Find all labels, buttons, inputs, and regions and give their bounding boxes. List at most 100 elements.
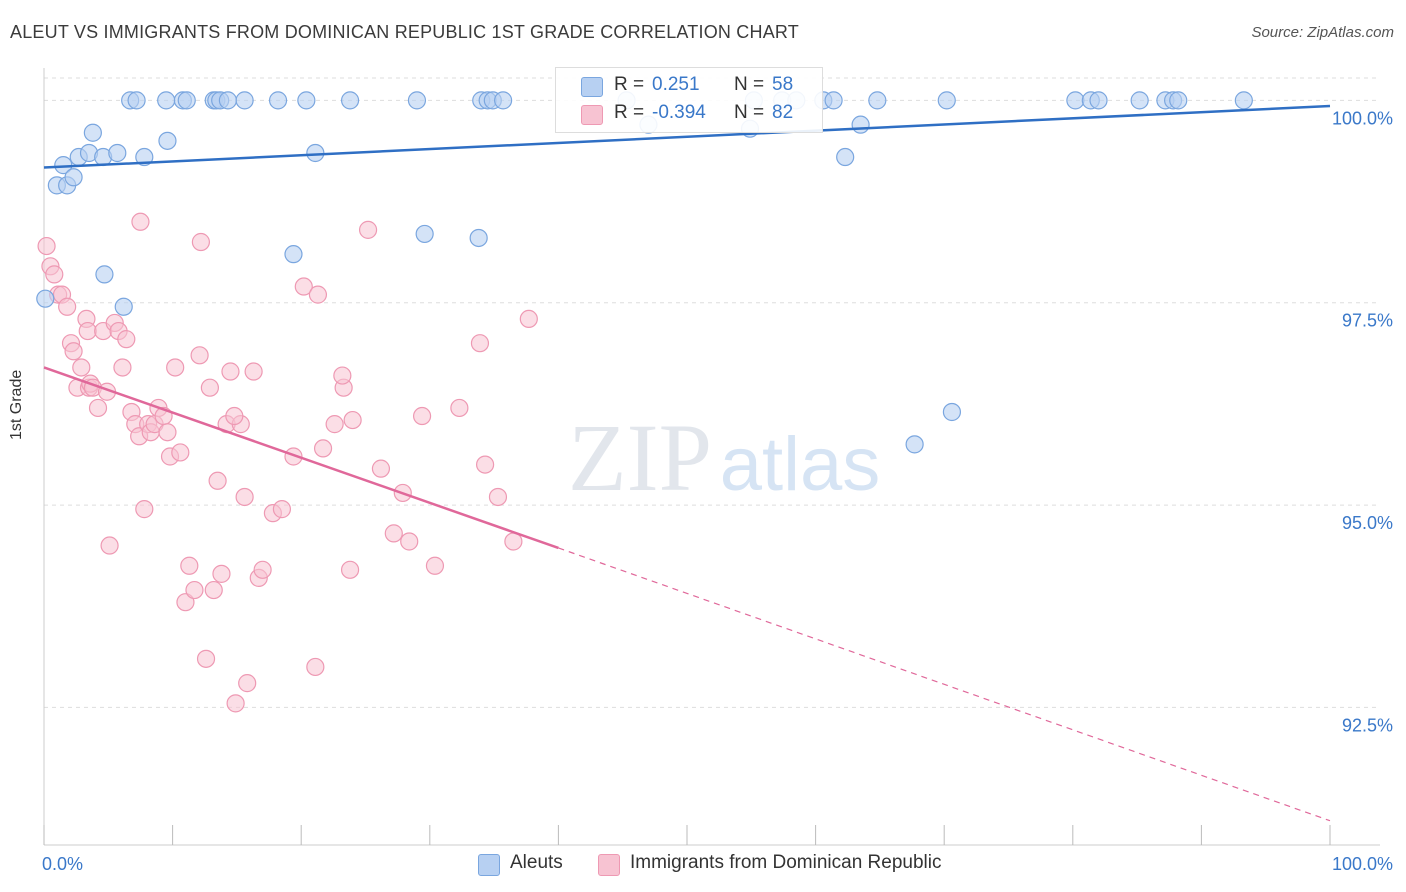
series-legend: Aleuts Immigrants from Dominican Republi… — [0, 852, 1406, 878]
aleut-point — [284, 245, 303, 264]
dominican-point — [313, 439, 333, 458]
aleut-point — [135, 147, 154, 167]
aleut-point — [95, 265, 114, 284]
aleut-point — [851, 115, 870, 134]
watermark-atlas: atlas — [720, 422, 881, 507]
dominican-point — [384, 524, 403, 543]
aleut-point — [469, 228, 488, 248]
aleuts-trend-line — [43, 104, 1331, 169]
legend-swatch-blue — [581, 77, 603, 97]
aleut-point — [1089, 91, 1108, 110]
dominican-point — [225, 406, 244, 426]
dominican-point — [117, 330, 136, 349]
dominican-point — [212, 564, 231, 583]
y-tick-label: 92.5% — [1342, 715, 1393, 735]
dominican-point — [135, 500, 154, 519]
legend-r-label: R = — [614, 74, 645, 95]
dominican-point — [88, 398, 108, 418]
aleut-point — [868, 91, 887, 110]
dominican-point — [226, 694, 245, 713]
dominican-point — [171, 443, 190, 462]
y-tick-label: 95.0% — [1342, 513, 1393, 533]
dominican-point — [37, 236, 56, 256]
legend-label-aleuts: Aleuts — [510, 852, 563, 873]
aleut-point — [340, 91, 360, 110]
aleut-point — [306, 143, 325, 163]
dominican-point — [58, 297, 77, 316]
legend-r-label: R = — [614, 102, 645, 123]
dominican-point — [325, 415, 344, 434]
y-tick-label: 100.0% — [1332, 108, 1393, 128]
dominican-trend-line — [43, 366, 559, 550]
series-aleuts-points — [36, 91, 1253, 454]
aleut-point — [905, 435, 924, 454]
dominican-point — [358, 220, 378, 239]
dominican-point — [166, 358, 185, 377]
dominican-point — [238, 674, 257, 693]
aleut-point — [494, 91, 513, 110]
aleut-point — [64, 168, 83, 187]
y-tick-label: 97.5% — [1342, 311, 1393, 331]
x-tick-label: 100.0% — [1332, 854, 1393, 874]
aleut-point — [36, 289, 55, 308]
aleut-point — [235, 91, 254, 110]
dominican-point — [176, 593, 195, 612]
legend-n-label: N = — [734, 102, 765, 123]
dominican-point — [235, 487, 254, 507]
dominican-point — [340, 560, 360, 579]
dominican-point — [488, 487, 508, 507]
dominican-point — [204, 580, 223, 600]
legend-n-value: 82 — [772, 102, 794, 123]
dominican-point — [100, 536, 119, 555]
legend-n-label: N = — [734, 74, 765, 95]
dominican-trend-extension — [558, 547, 1331, 822]
aleut-point — [177, 91, 196, 110]
dominican-point — [253, 560, 272, 579]
legend-r-value: 0.251 — [652, 74, 700, 95]
dominican-point — [475, 455, 495, 474]
aleut-point — [942, 402, 962, 422]
aleut-point — [83, 123, 102, 142]
dominican-point — [45, 265, 64, 284]
watermark-zip: ZIP — [568, 404, 712, 511]
dominican-point — [470, 334, 490, 353]
dominican-point — [113, 358, 132, 377]
dominican-point — [196, 649, 216, 668]
chart-source: Source: ZipAtlas.com — [1251, 24, 1394, 41]
legend-r-value: -0.394 — [652, 102, 706, 123]
aleut-point — [1130, 91, 1149, 110]
dominican-point — [343, 410, 362, 430]
legend-swatch-pink — [581, 105, 603, 125]
dominican-point — [306, 657, 325, 677]
aleut-point — [108, 143, 127, 163]
series-dominican-points — [37, 212, 538, 713]
tick-labels: 92.5% 95.0% 97.5% 100.0% 0.0% 100.0% — [42, 108, 1393, 874]
dominican-point — [412, 406, 432, 426]
dominican-point — [78, 321, 97, 341]
dominican-point — [425, 556, 445, 575]
aleut-point — [1066, 91, 1085, 110]
aleut-point — [415, 224, 434, 244]
aleut-point — [157, 91, 176, 110]
dominican-point — [221, 362, 240, 381]
aleut-point — [824, 91, 843, 110]
dominican-point — [450, 398, 469, 418]
legend-swatch-blue — [478, 854, 500, 876]
dominican-point — [190, 346, 209, 365]
legend-label-dominican: Immigrants from Dominican Republic — [630, 852, 942, 873]
dominican-point — [400, 532, 419, 551]
axes — [43, 68, 1380, 846]
aleut-point — [1169, 91, 1188, 110]
dominican-point — [308, 285, 328, 304]
y-axis-label: 1st Grade — [8, 369, 25, 440]
legend-row-dominican: R = -0.394 N = 82 — [556, 100, 822, 128]
dominican-point — [200, 378, 219, 397]
aleut-point — [158, 131, 177, 150]
dominican-point — [333, 366, 352, 385]
aleut-point — [218, 91, 237, 110]
dominican-point — [519, 309, 538, 329]
dominican-point — [158, 423, 177, 442]
aleut-point — [127, 91, 146, 110]
dominican-point — [272, 500, 292, 519]
